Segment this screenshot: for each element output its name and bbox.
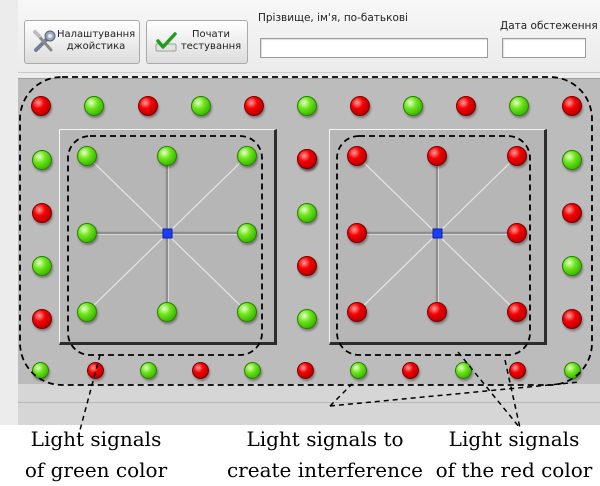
frame-signal-right-red — [562, 309, 582, 329]
frame-signal-top-green — [84, 96, 104, 116]
frame-signal-top-red — [138, 96, 158, 116]
checkmark-icon — [153, 29, 179, 55]
frame-signal-top-green — [509, 96, 529, 116]
center-marker — [432, 228, 443, 239]
start-testing-button[interactable]: Почати тестування — [146, 20, 248, 64]
start-testing-label: Почати тестування — [180, 29, 242, 52]
green-board-signal-green — [77, 223, 97, 243]
frame-signal-bottom-red — [86, 361, 104, 379]
frame-signal-middle-red — [297, 256, 317, 276]
green-board-signal-green — [157, 302, 177, 322]
frame-signal-middle-green — [297, 309, 317, 329]
frame-signal-bottom-green — [563, 361, 581, 379]
frame-signal-top-red — [456, 96, 476, 116]
frame-signal-top-green — [297, 96, 317, 116]
frame-signal-top-green — [403, 96, 423, 116]
status-strip — [18, 384, 600, 425]
frame-signal-top-green — [191, 96, 211, 116]
red-board-signal-red — [507, 223, 527, 243]
full-name-label: Прізвище, ім'я, по-батькові — [258, 12, 408, 24]
green-board-signal-green — [237, 146, 257, 166]
frame-signal-top-red — [244, 96, 264, 116]
joystick-settings-label: Налаштування джойстика — [57, 29, 136, 52]
frame-signal-bottom-red — [191, 361, 209, 379]
tools-icon — [31, 29, 57, 55]
frame-signal-bottom-red — [296, 361, 314, 379]
red-board-signal-red — [347, 223, 367, 243]
caption-interference-signals: Light signals to create interference — [226, 427, 423, 482]
frame-signal-left-red — [32, 309, 52, 329]
red-board-signal-red — [507, 146, 527, 166]
frame-signal-right-green — [562, 150, 582, 170]
green-board-signal-green — [237, 302, 257, 322]
toolbar: Налаштування джойстика Почати тестування… — [18, 0, 600, 73]
frame-signal-right-green — [562, 256, 582, 276]
green-board-signal-green — [77, 302, 97, 322]
frame-signal-bottom-green — [454, 361, 472, 379]
frame-signal-bottom-red — [401, 361, 419, 379]
frame-signal-bottom-green — [31, 361, 49, 379]
frame-signal-bottom-red — [508, 361, 526, 379]
frame-signal-top-red — [562, 96, 582, 116]
red-board-signal-red — [507, 302, 527, 322]
exam-date-label: Дата обстеження — [500, 20, 598, 32]
red-board-signal-red — [427, 302, 447, 322]
joystick-settings-button[interactable]: Налаштування джойстика — [24, 20, 140, 64]
caption-red-signals: Light signals of the red color — [435, 427, 593, 482]
green-board-signal-green — [77, 146, 97, 166]
frame-signal-left-red — [32, 203, 52, 223]
frame-signal-right-red — [562, 203, 582, 223]
green-board-signal-green — [157, 146, 177, 166]
frame-signal-left-green — [32, 150, 52, 170]
frame-signal-middle-extra — [297, 149, 317, 169]
exam-date-field[interactable] — [502, 38, 586, 58]
frame-signal-bottom-green — [349, 361, 367, 379]
frame-signal-top-red — [350, 96, 370, 116]
frame-signal-middle-green — [297, 203, 317, 223]
center-marker — [162, 228, 173, 239]
red-board-signal-red — [347, 146, 367, 166]
red-board-signal-red — [427, 146, 447, 166]
red-board-signal-red — [347, 302, 367, 322]
frame-signal-bottom-green — [139, 361, 157, 379]
green-board-signal-green — [237, 223, 257, 243]
frame-signal-top-red — [31, 96, 51, 116]
frame-signal-left-green — [32, 256, 52, 276]
frame-signal-bottom-green — [243, 361, 261, 379]
full-name-field[interactable] — [260, 38, 488, 58]
caption-green-signals: Light signals of green color — [24, 427, 168, 482]
